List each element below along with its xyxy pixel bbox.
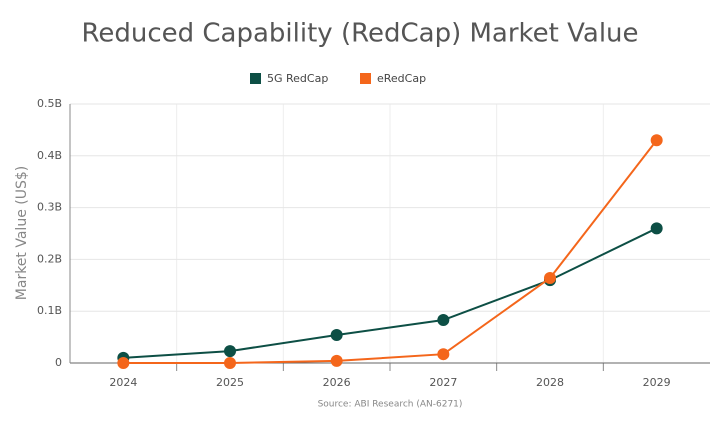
y-axis-label: Market Value (US$) [14, 166, 30, 300]
y-tick-label: 0.3B [37, 201, 62, 214]
data-point [224, 357, 236, 369]
legend-label: eRedCap [377, 72, 426, 85]
source-note: Source: ABI Research (AN-6271) [318, 400, 463, 410]
data-point [437, 348, 450, 361]
series-line [123, 139, 658, 364]
legend-swatch [360, 73, 371, 84]
x-tick-label: 2025 [216, 376, 244, 389]
chart-title: Reduced Capability (RedCap) Market Value [81, 19, 638, 49]
data-point [437, 314, 450, 327]
data-point [544, 272, 556, 285]
y-tick-label: 0.2B [37, 252, 62, 265]
x-tick-label: 2027 [429, 376, 457, 389]
x-tick-label: 2029 [643, 376, 671, 389]
data-point [650, 134, 663, 147]
series-line [123, 227, 658, 359]
x-tick-label: 2026 [323, 376, 351, 389]
y-tick-label: 0 [55, 356, 62, 369]
y-tick-label: 0.1B [37, 304, 62, 317]
x-tick-label: 2024 [109, 376, 137, 389]
y-tick-label: 0.4B [37, 149, 62, 162]
data-point [650, 222, 663, 235]
legend-label: 5G RedCap [267, 72, 328, 85]
data-point [117, 357, 130, 369]
data-point [224, 345, 236, 358]
data-point [330, 354, 343, 367]
data-point [330, 329, 343, 342]
legend-swatch [250, 73, 261, 84]
y-tick-label: 0.5B [37, 97, 62, 110]
x-tick-label: 2028 [536, 376, 564, 389]
